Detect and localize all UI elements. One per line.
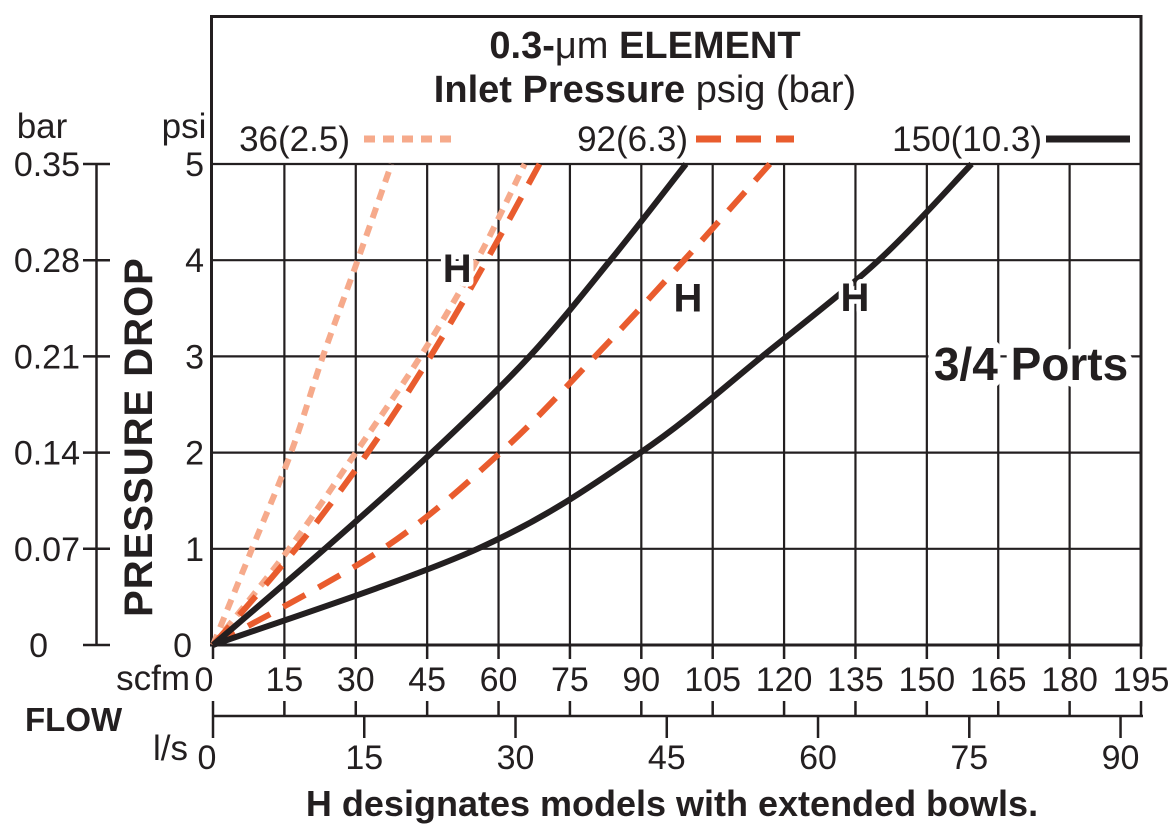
- scfm-tick-label: 60: [480, 661, 518, 699]
- scfm-tick-label: 165: [970, 661, 1027, 699]
- y-axis-title: PRESSURE DROP: [117, 257, 161, 617]
- curve-36-psig-h-extended-bowl: [210, 162, 528, 647]
- ports-annotation: 3/4 Ports: [934, 338, 1128, 390]
- chart-subtitle: Inlet Pressure psig (bar): [434, 69, 856, 111]
- ls-tick-label: 90: [1102, 739, 1140, 777]
- ls-tick-label: 75: [950, 739, 988, 777]
- chart-title-part2: ELEMENT: [608, 25, 800, 67]
- psi-tick-label: 5: [185, 146, 204, 184]
- bar-tick-label: 0.35: [14, 146, 80, 184]
- ls-tick-label: 45: [648, 739, 686, 777]
- scfm-tick-label: 195: [1113, 661, 1170, 699]
- footer-note: H designates models with extended bowls.: [306, 783, 1038, 824]
- h-curve-label: H: [841, 276, 870, 320]
- scfm-tick-label: 30: [337, 661, 375, 699]
- h-curve-label: H: [674, 277, 703, 321]
- x-axis-title: FLOW: [25, 701, 123, 738]
- bar-tick-label: 0.14: [14, 435, 80, 473]
- curve-36-psig-standard: [210, 162, 395, 647]
- chart-subtitle-rest: psig (bar): [685, 69, 856, 111]
- legend-label-36: 36(2.5): [239, 120, 350, 159]
- scfm-tick-label: 0: [195, 661, 214, 699]
- scfm-tick-label: 75: [551, 661, 589, 699]
- psi-tick-label: 4: [185, 242, 204, 280]
- chart-title: 0.3-μm ELEMENT: [489, 25, 800, 67]
- scfm-tick-label: 105: [684, 661, 741, 699]
- curve-150-psig-h-extended-bowl: [211, 161, 974, 648]
- grid-layer: [210, 15, 1143, 647]
- curve-92-psig-h-extended-bowl: [211, 162, 773, 648]
- scfm-tick-label: 180: [1041, 661, 1098, 699]
- scfm-tick-label: 45: [408, 661, 446, 699]
- scfm-tick-label: 150: [898, 661, 955, 699]
- chart-subtitle-bold: Inlet Pressure: [434, 69, 685, 111]
- psi-tick-label: 1: [185, 531, 204, 569]
- scfm-tick-label: 15: [265, 661, 303, 699]
- psi-axis-unit-label: psi: [162, 107, 207, 146]
- curve-150-psig-standard: [211, 162, 689, 648]
- legend-label-92: 92(6.3): [577, 120, 688, 159]
- ls-axis-unit-label: l/s: [153, 729, 188, 768]
- ls-tick-label: 0: [198, 739, 217, 777]
- scfm-axis-unit-label: scfm: [116, 659, 190, 698]
- bar-tick-label: 0: [29, 627, 48, 665]
- bar-tick-label: 0.07: [14, 531, 80, 569]
- scfm-tick-label: 120: [756, 661, 813, 699]
- legend-label-150: 150(10.3): [892, 120, 1042, 159]
- psi-tick-label: 2: [185, 435, 204, 473]
- bar-tick-label: 0.28: [14, 242, 80, 280]
- legend-layer: 36(2.5) 92(6.3) 150(10.3): [239, 120, 1130, 159]
- psi-tick-label: 0: [173, 627, 192, 665]
- chart-title-mu: μm: [555, 25, 609, 67]
- scfm-tick-label: 90: [622, 661, 660, 699]
- h-curve-label: H: [443, 247, 472, 291]
- ls-tick-label: 15: [345, 739, 383, 777]
- curves-layer: [210, 161, 974, 648]
- ls-tick-label: 60: [799, 739, 837, 777]
- scfm-tick-label: 135: [827, 661, 884, 699]
- curve-92-psig-standard: [210, 162, 543, 647]
- ls-tick-label: 30: [497, 739, 535, 777]
- bar-axis-unit-label: bar: [17, 107, 68, 146]
- bar-tick-label: 0.21: [14, 338, 80, 376]
- psi-tick-label: 3: [185, 338, 204, 376]
- annotations-layer: HH H: [438, 242, 874, 325]
- chart-title-part1: 0.3-: [489, 25, 554, 67]
